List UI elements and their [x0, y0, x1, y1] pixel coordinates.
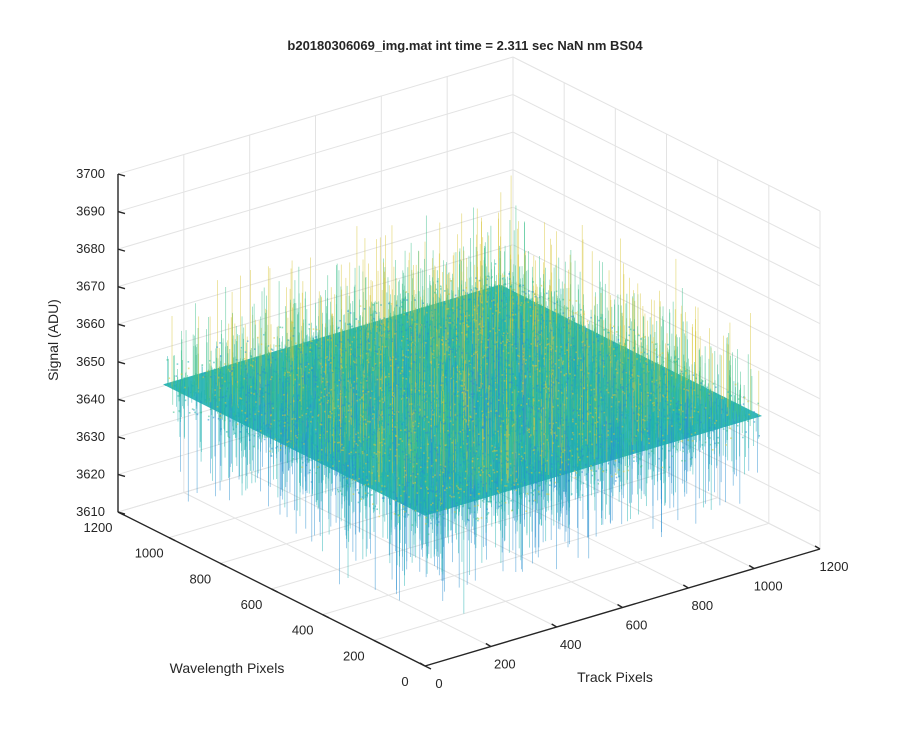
grid [117, 56, 821, 667]
grid-line [322, 497, 718, 616]
surface-plot [163, 175, 763, 614]
grid-line [373, 522, 769, 641]
